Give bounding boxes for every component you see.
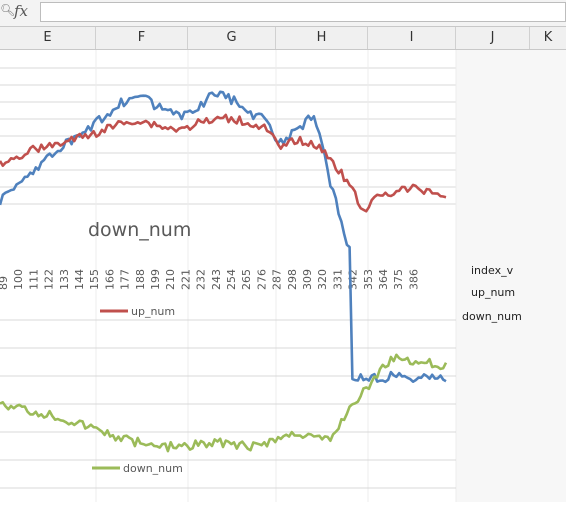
legend-down-num: down_num (123, 462, 183, 475)
x-tick-label: 210 (164, 269, 177, 290)
chart2-gridlines (0, 319, 456, 489)
side-label-up-num: up_num (471, 286, 516, 299)
column-header-row: E F G H I J K (0, 27, 566, 50)
chart2-bg (0, 312, 456, 502)
x-tick-label: 122 (43, 269, 56, 290)
x-tick-label: 353 (362, 269, 375, 290)
fx-label: fx (14, 2, 29, 20)
x-tick-label: 188 (134, 269, 147, 290)
series-line-down-num (0, 353, 448, 453)
x-tick-label: 276 (255, 269, 268, 290)
x-tick-label: 364 (377, 269, 390, 290)
x-tick-label: 155 (88, 269, 101, 290)
side-label-down-num: down_num (462, 310, 522, 323)
column-j[interactable]: J (456, 27, 530, 49)
x-tick-label: 265 (240, 269, 253, 290)
x-tick-label: 232 (195, 269, 208, 290)
x-tick-label: 298 (286, 269, 299, 290)
right-column-bg (456, 50, 566, 502)
chart1-legend: up_num (100, 305, 175, 318)
sheet-area[interactable]: 89 100 111 122 133 144 155 166 177 188 199 210 221 23… (0, 50, 566, 502)
x-tick-label: 342 (347, 269, 360, 290)
x-tick-label: 375 (392, 269, 405, 290)
x-tick-label: 133 (58, 269, 71, 290)
x-tick-label: 221 (179, 269, 192, 290)
x-tick-label: 331 (331, 269, 344, 290)
series-lines (0, 90, 448, 453)
x-tick-label: 111 (27, 269, 40, 290)
column-i[interactable]: I (368, 27, 456, 49)
chart1-title: down_num (88, 219, 191, 241)
column-k[interactable]: K (543, 30, 553, 45)
x-tick-labels: 89 100 111 122 133 144 155 166 177 188 199 210 221 23… (0, 269, 420, 290)
x-tick-label: 309 (301, 269, 314, 290)
formula-input[interactable] (40, 2, 566, 22)
series-line-index-v (0, 90, 447, 384)
column-h[interactable]: H (276, 27, 368, 49)
x-tick-label: 287 (271, 269, 284, 290)
x-tick-label: 199 (149, 269, 162, 290)
x-tick-label: 144 (73, 269, 86, 290)
x-tick-label: 386 (407, 269, 420, 290)
chart2-legend: down_num (92, 462, 183, 475)
x-tick-label: 177 (119, 269, 132, 290)
charts-svg: 89 100 111 122 133 144 155 166 177 188 199 210 221 23… (0, 50, 566, 502)
column-f[interactable]: F (96, 27, 188, 49)
x-tick-label: 166 (103, 269, 116, 290)
column-g[interactable]: G (188, 27, 276, 49)
formula-bar: 🔍︎ fx (0, 0, 566, 27)
side-label-index-v: index_v (471, 264, 514, 277)
x-tick-label: 89 (0, 276, 10, 290)
zoom-icon[interactable]: 🔍︎ (0, 3, 16, 17)
column-e[interactable]: E (0, 27, 96, 49)
x-tick-label: 243 (210, 269, 223, 290)
x-tick-label: 254 (225, 269, 238, 290)
x-tick-label: 100 (12, 269, 25, 290)
series-line-up-num (0, 113, 447, 213)
legend-up-num: up_num (131, 305, 175, 318)
x-tick-label: 320 (316, 269, 329, 290)
